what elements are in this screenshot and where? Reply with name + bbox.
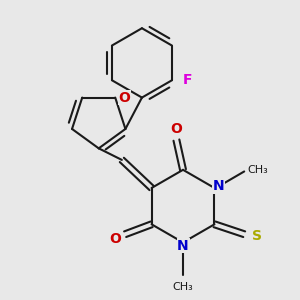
Text: O: O (118, 91, 130, 105)
Text: N: N (213, 179, 224, 193)
Text: S: S (252, 229, 262, 243)
Text: O: O (170, 122, 182, 136)
Text: F: F (183, 73, 193, 87)
Text: CH₃: CH₃ (247, 165, 268, 175)
Text: O: O (109, 232, 121, 246)
Text: CH₃: CH₃ (172, 282, 194, 292)
Text: N: N (177, 239, 189, 253)
